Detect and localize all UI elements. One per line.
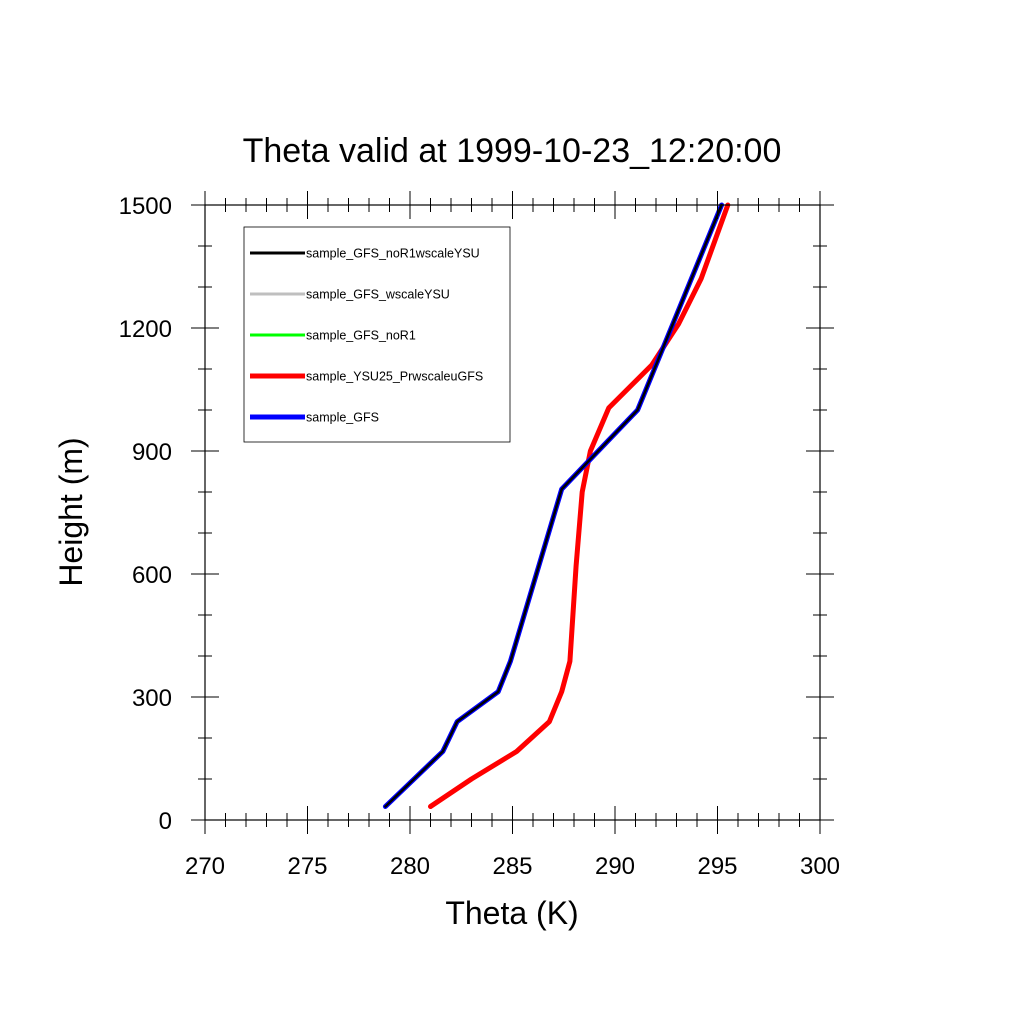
y-tick-label: 1200 [119, 316, 172, 343]
x-tick-label: 275 [287, 853, 327, 880]
x-tick-label: 280 [390, 853, 430, 880]
y-tick-label: 900 [132, 439, 172, 466]
chart-title: Theta valid at 1999-10-23_12:20:00 [243, 132, 782, 170]
legend-label: sample_GFS [306, 411, 379, 425]
y-tick-label: 600 [132, 562, 172, 589]
legend-label: sample_GFS_noR1wscaleYSU [306, 247, 480, 261]
x-tick-label: 300 [800, 853, 840, 880]
legend-label: sample_YSU25_PrwscaleuGFS [306, 370, 483, 384]
y-tick-label: 300 [132, 685, 172, 712]
legend-label: sample_GFS_wscaleYSU [306, 288, 450, 302]
series-line-1 [384, 203, 723, 808]
x-tick-label: 290 [595, 853, 635, 880]
y-tick-label: 0 [159, 808, 172, 835]
legend: sample_GFS_noR1wscaleYSU sample_GFS_wscal… [243, 226, 511, 443]
x-tick-label: 285 [492, 853, 532, 880]
x-axis-label: Theta (K) [445, 895, 578, 931]
y-axis-label: Height (m) [53, 437, 89, 586]
plot-lines [382, 202, 731, 809]
x-tick-label: 270 [185, 853, 225, 880]
plot-frame [204, 204, 821, 821]
y-tick-label: 1500 [119, 193, 172, 220]
axis-ticks [191, 191, 834, 834]
legend-label: sample_GFS_noR1 [306, 329, 416, 343]
x-tick-label: 295 [697, 853, 737, 880]
series-line-4 [428, 202, 731, 809]
tick-labels: 270 275 280 285 290 295 300 0 300 600 900 1200 1500 [119, 193, 840, 880]
